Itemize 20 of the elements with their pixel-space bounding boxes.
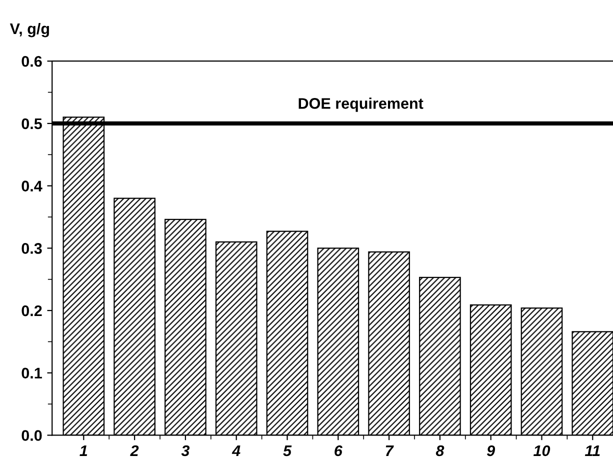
y-tick-label: 0.4 bbox=[22, 180, 42, 192]
x-tick-label: 3 bbox=[181, 445, 190, 456]
x-tick-label: 2 bbox=[130, 445, 139, 456]
x-tick-label: 7 bbox=[386, 446, 394, 456]
x-tick-label: 5 bbox=[283, 446, 292, 456]
y-tick-label: 0.2 bbox=[22, 305, 42, 316]
x-tick-label: 4 bbox=[232, 446, 240, 456]
y-axis-title: V, g/g bbox=[10, 22, 49, 38]
text: 0.0 bbox=[22, 430, 42, 441]
y-tick-label: 0.6 bbox=[22, 56, 42, 67]
y-tick-label: 0.1 bbox=[22, 368, 42, 379]
x-tick-label: 11 bbox=[584, 446, 600, 456]
x-tick-label: 1 bbox=[80, 446, 88, 456]
x-tick-label: 10 bbox=[533, 445, 550, 456]
x-tick-label: 9 bbox=[486, 445, 496, 456]
y-tick-label: 0.3 bbox=[22, 243, 42, 254]
x-tick-label: 6 bbox=[334, 445, 342, 456]
x-tick-label: 8 bbox=[436, 445, 444, 456]
ref-line-label: DOE requirement bbox=[298, 98, 424, 112]
y-tick-label: 0.5 bbox=[22, 118, 42, 130]
